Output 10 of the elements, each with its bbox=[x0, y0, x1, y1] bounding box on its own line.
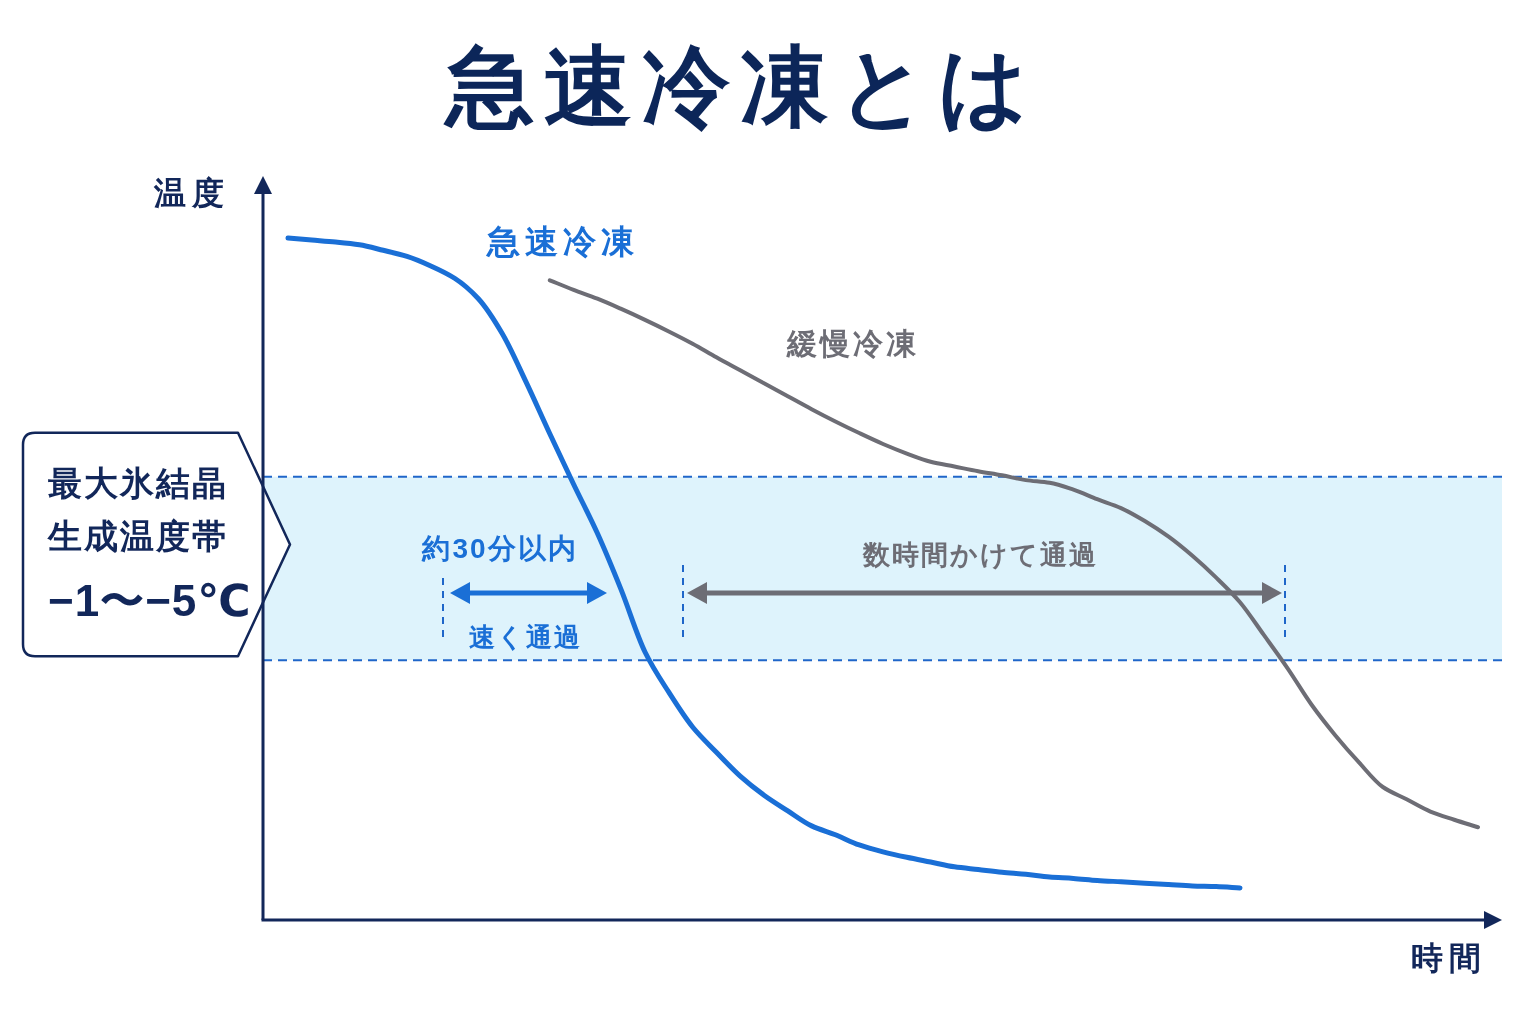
annotation: 約30分以内 bbox=[421, 533, 578, 565]
chart-title: 急速冷凍とは bbox=[443, 36, 1038, 136]
annotation: 数時間かけて通過 bbox=[861, 539, 1098, 570]
series-label: 緩慢冷凍 bbox=[786, 326, 919, 360]
series-label: 急速冷凍 bbox=[485, 222, 639, 260]
x-axis-title: 時間 bbox=[1411, 939, 1487, 976]
annotation: 速く通過 bbox=[468, 622, 582, 653]
y-axis-title: 温度 bbox=[153, 174, 230, 211]
text: −1〜−5℃ bbox=[48, 575, 252, 625]
band-label: 最大氷結晶生成温度帯 bbox=[47, 463, 228, 555]
